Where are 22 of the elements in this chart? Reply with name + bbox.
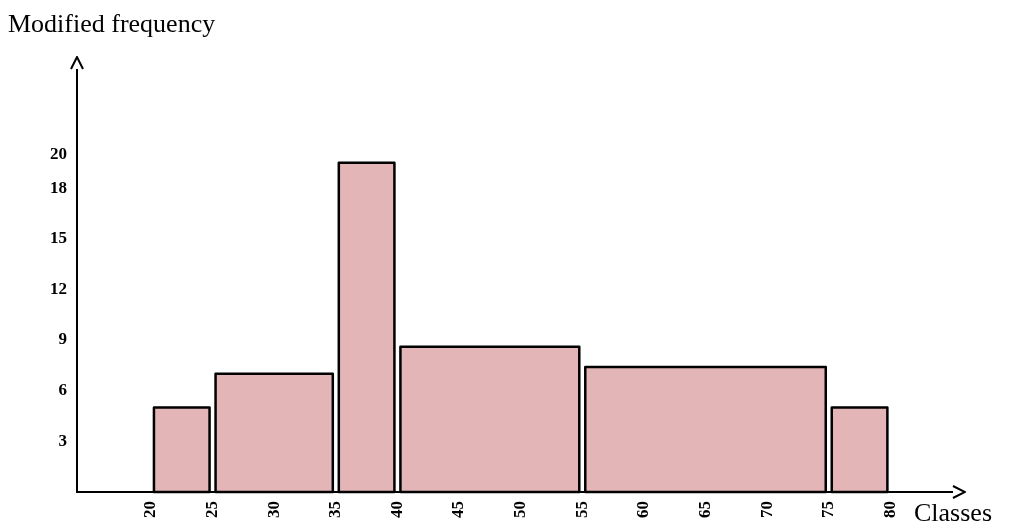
y-tick-label: 6	[58, 380, 67, 400]
y-axis-title: Modified frequency	[8, 8, 216, 38]
x-tick-label: 25	[201, 501, 221, 518]
x-tick-label: 60	[633, 501, 653, 518]
y-tick-label: 9	[58, 329, 67, 349]
y-tick-label: 20	[50, 143, 67, 163]
x-tick-label: 75	[818, 501, 838, 518]
y-tick-label: 12	[50, 278, 67, 298]
y-tick-label: 15	[50, 228, 67, 248]
x-tick-label: 65	[694, 501, 714, 518]
x-tick-label: 55	[571, 501, 591, 518]
x-tick-label: 70	[756, 501, 776, 518]
x-tick-label: 80	[879, 501, 899, 518]
x-tick-label: 30	[263, 501, 283, 518]
x-tick-label: 45	[448, 501, 468, 518]
x-tick-label: 40	[386, 501, 406, 518]
y-tick-label: 3	[58, 430, 67, 450]
x-tick-label: 50	[510, 501, 530, 518]
x-axis-title: Classes	[914, 497, 992, 527]
x-tick-label: 35	[325, 501, 345, 518]
x-tick-label: 20	[140, 501, 160, 518]
y-tick-label: 18	[50, 177, 67, 197]
